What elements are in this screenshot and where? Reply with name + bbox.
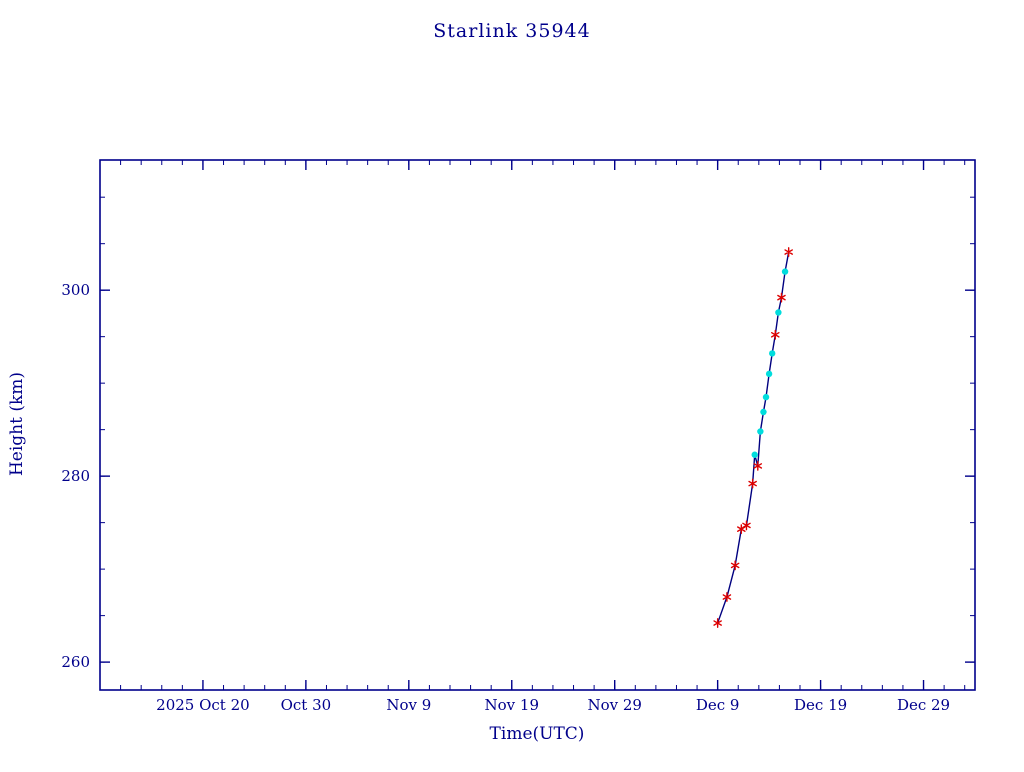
red-asterisk-marker [722,592,732,602]
cyan-dot-marker [781,268,789,275]
cyan-dot-marker [760,408,767,416]
red-asterisk-marker [713,618,722,628]
red-asterisk-marker [770,329,780,340]
y-tick-label: 280 [61,467,90,485]
x-tick-label: Nov 9 [386,696,431,714]
height-line [716,251,790,624]
x-tick-label: Dec 19 [794,696,847,714]
x-tick-label: Dec 9 [696,696,740,714]
x-axis-label: Time(UTC) [490,724,585,744]
y-tick-label: 300 [61,281,90,299]
red-asterisk-marker [730,560,740,571]
cyan-dot-marker [757,428,764,435]
red-asterisk-marker [748,478,757,489]
x-tick-label: Dec 29 [897,696,950,714]
red-asterisk-marker [753,461,763,471]
x-tick-label: 2025 Oct 20 [156,696,250,714]
cyan-dot-marker [765,370,773,378]
x-tick-label: Oct 30 [281,696,332,714]
chart-title: Starlink 35944 [433,20,590,42]
red-asterisk-marker [777,292,786,303]
y-axis-label: Height (km) [7,372,27,476]
plot-area: 2025 Oct 20 Oct 30 Nov 9 Nov 19 Nov 29 Dec 9 D… [61,159,976,714]
red-asterisk-marker [784,247,793,257]
cyan-dot-marker [769,350,776,357]
cyan-dot-marker [762,393,770,401]
x-tick-label: Nov 19 [485,696,540,714]
cyan-dot-marker [775,309,782,316]
x-tick-label: Nov 29 [587,696,642,714]
cyan-dot-marker [751,451,758,458]
red-asterisk-marker [742,520,751,531]
y-tick-label: 260 [61,653,90,671]
